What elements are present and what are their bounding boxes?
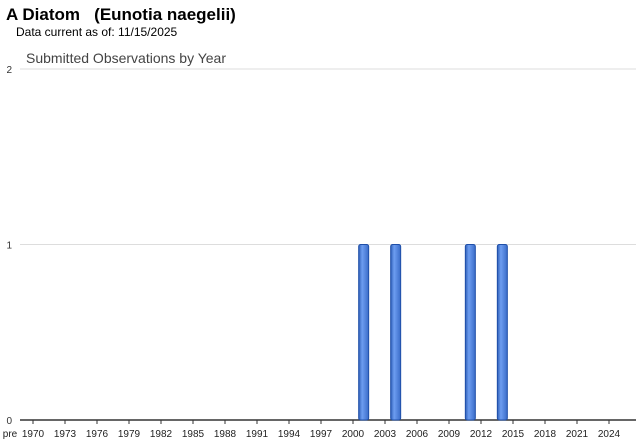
x-tick-label: 1985 <box>182 429 205 440</box>
x-tick-label: 1988 <box>214 429 237 440</box>
bar-2014[interactable] <box>496 244 508 421</box>
bar-2004[interactable] <box>390 244 402 421</box>
x-tick-label: pre <box>3 429 18 440</box>
x-tick-label: 1979 <box>118 429 141 440</box>
x-tick-label: 1991 <box>246 429 269 440</box>
bar-2011[interactable] <box>464 244 476 421</box>
y-tick-label: 1 <box>6 241 12 252</box>
page-title: A Diatom (Eunotia naegelii) <box>6 5 236 24</box>
x-tick-label: 1997 <box>310 429 333 440</box>
x-tick-label: 2009 <box>438 429 461 440</box>
bar-2001[interactable] <box>358 244 370 421</box>
x-tick-label: 2006 <box>406 429 429 440</box>
x-tick-label: 2024 <box>598 429 621 440</box>
x-tick-label: 2021 <box>566 429 589 440</box>
chart-title: Submitted Observations by Year <box>26 50 226 66</box>
data-date: Data current as of: 11/15/2025 <box>16 25 178 39</box>
x-tick-label: 1982 <box>150 429 173 440</box>
y-tick-label: 2 <box>6 65 12 76</box>
x-tick-label: 2018 <box>534 429 557 440</box>
x-tick-label: 1973 <box>54 429 77 440</box>
x-tick-label: 2003 <box>374 429 397 440</box>
x-tick-label: 2015 <box>502 429 525 440</box>
x-tick-label: 1970 <box>22 429 45 440</box>
x-tick-label: 1976 <box>86 429 109 440</box>
x-tick-label: 2000 <box>342 429 365 440</box>
x-tick-label: 2012 <box>470 429 493 440</box>
x-tick-label: 1994 <box>278 429 301 440</box>
y-tick-label: 0 <box>6 416 12 427</box>
